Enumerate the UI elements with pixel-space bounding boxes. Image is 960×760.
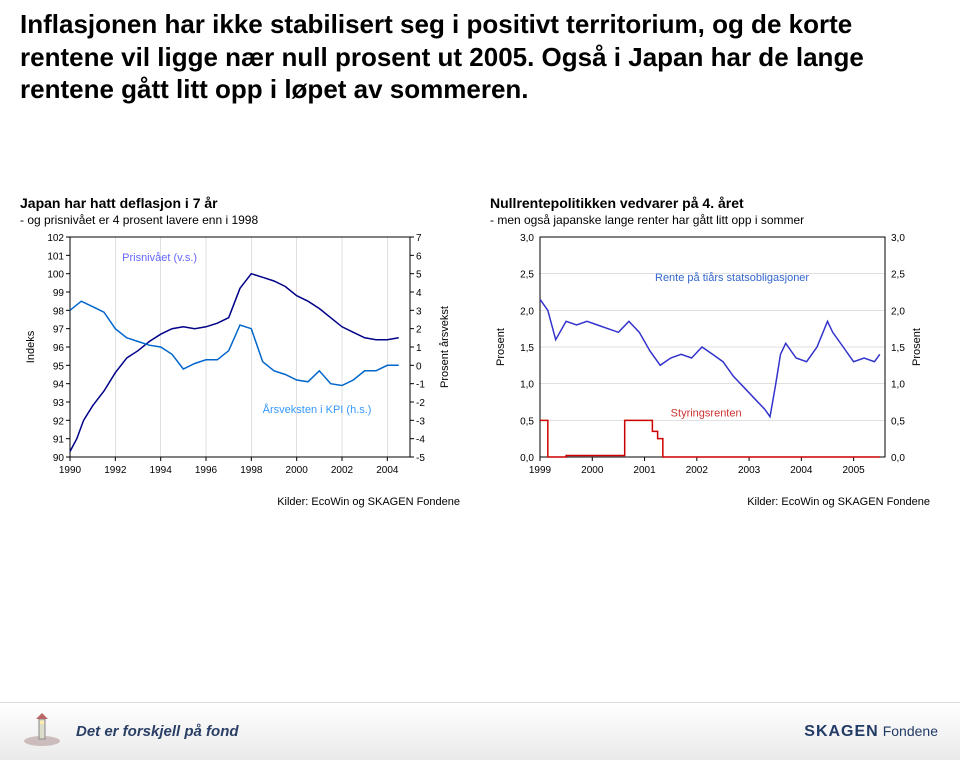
svg-text:2004: 2004: [790, 465, 813, 476]
svg-text:99: 99: [53, 288, 65, 299]
svg-text:1990: 1990: [59, 465, 82, 476]
svg-text:1: 1: [416, 343, 422, 354]
lighthouse-icon: [22, 711, 62, 752]
svg-text:2,5: 2,5: [891, 270, 905, 281]
svg-text:90: 90: [53, 453, 65, 464]
svg-text:2002: 2002: [331, 465, 354, 476]
svg-text:2,0: 2,0: [520, 306, 534, 317]
svg-text:-3: -3: [416, 416, 425, 427]
svg-text:2004: 2004: [376, 465, 399, 476]
svg-text:92: 92: [53, 416, 65, 427]
right-chart-svg: 0,0 0,0 0,5 0,5 1,0 1,0 1,5 1,5 2,0 2,0 2,5 2,5 3,0 3…: [490, 227, 930, 487]
svg-text:2,0: 2,0: [891, 306, 905, 317]
svg-text:102: 102: [47, 233, 64, 244]
svg-text:3,0: 3,0: [520, 233, 534, 244]
svg-text:Prosent årsvekst: Prosent årsvekst: [439, 306, 451, 388]
svg-text:2001: 2001: [633, 465, 656, 476]
footer-bar: Det er forskjell på fond SKAGEN Fondene: [0, 702, 960, 760]
svg-text:2005: 2005: [843, 465, 866, 476]
logo-sub: Fondene: [883, 723, 938, 739]
svg-text:3: 3: [416, 306, 422, 317]
svg-text:2,5: 2,5: [520, 270, 534, 281]
svg-text:97: 97: [53, 325, 65, 336]
svg-text:2003: 2003: [738, 465, 761, 476]
svg-text:-4: -4: [416, 435, 425, 446]
svg-text:2000: 2000: [286, 465, 309, 476]
svg-text:91: 91: [53, 435, 65, 446]
svg-text:100: 100: [47, 270, 64, 281]
svg-text:2000: 2000: [581, 465, 604, 476]
svg-text:0,0: 0,0: [891, 453, 905, 464]
left-chart-subtitle: - og prisnivået er 4 prosent lavere enn …: [20, 213, 460, 227]
svg-text:1,5: 1,5: [891, 343, 905, 354]
svg-text:Rente på tiårs statsobligasjon: Rente på tiårs statsobligasjoner: [655, 272, 809, 284]
page-title: Inflasjonen har ikke stabilisert seg i p…: [20, 8, 940, 106]
svg-text:1,5: 1,5: [520, 343, 534, 354]
right-chart-subtitle: - men også japanske lange renter har gåt…: [490, 213, 930, 227]
svg-text:1998: 1998: [240, 465, 263, 476]
svg-text:-1: -1: [416, 380, 425, 391]
left-chart-svg: 90 91 92 93 94 95 96 97 98 99 100 101 102 -5 -4 -3 -2 -1 0…: [20, 227, 460, 487]
left-chart-title: Japan har hatt deflasjon i 7 år: [20, 195, 460, 211]
svg-text:Styringsrenten: Styringsrenten: [671, 408, 742, 420]
svg-text:1992: 1992: [104, 465, 127, 476]
svg-text:Prosent: Prosent: [911, 328, 923, 366]
right-chart-title: Nullrentepolitikken vedvarer på 4. året: [490, 195, 930, 211]
svg-text:6: 6: [416, 251, 422, 262]
svg-text:0,0: 0,0: [520, 453, 534, 464]
svg-text:93: 93: [53, 398, 65, 409]
svg-text:Indeks: Indeks: [25, 330, 37, 363]
svg-text:5: 5: [416, 270, 422, 281]
svg-text:Prisnivået (v.s.): Prisnivået (v.s.): [122, 252, 197, 264]
svg-text:1,0: 1,0: [520, 380, 534, 391]
page: { "title": "Inflasjonen har ikke stabili…: [0, 0, 960, 760]
svg-text:0: 0: [416, 361, 422, 372]
svg-text:1,0: 1,0: [891, 380, 905, 391]
svg-text:7: 7: [416, 233, 422, 244]
svg-text:96: 96: [53, 343, 65, 354]
svg-text:-2: -2: [416, 398, 425, 409]
right-chart-source: Kilder: EcoWin og SKAGEN Fondene: [490, 496, 930, 508]
footer-logo: SKAGEN Fondene: [804, 723, 938, 741]
svg-text:2002: 2002: [686, 465, 709, 476]
svg-text:4: 4: [416, 288, 422, 299]
svg-text:0,5: 0,5: [891, 416, 905, 427]
svg-text:98: 98: [53, 306, 65, 317]
svg-text:0,5: 0,5: [520, 416, 534, 427]
svg-text:3,0: 3,0: [891, 233, 905, 244]
left-chart-source: Kilder: EcoWin og SKAGEN Fondene: [20, 496, 460, 508]
svg-text:94: 94: [53, 380, 65, 391]
svg-text:-5: -5: [416, 453, 425, 464]
svg-text:1994: 1994: [150, 465, 173, 476]
svg-text:Prosent: Prosent: [495, 328, 507, 366]
svg-text:Årsveksten i KPI (h.s.): Årsveksten i KPI (h.s.): [263, 403, 372, 416]
svg-text:1996: 1996: [195, 465, 218, 476]
right-chart-block: Nullrentepolitikken vedvarer på 4. året …: [490, 195, 930, 508]
svg-text:1999: 1999: [529, 465, 552, 476]
svg-text:2: 2: [416, 325, 422, 336]
svg-text:101: 101: [47, 251, 64, 262]
logo-main: SKAGEN: [804, 723, 878, 741]
svg-text:95: 95: [53, 361, 65, 372]
left-chart-block: Japan har hatt deflasjon i 7 år - og pri…: [20, 195, 460, 508]
footer-tagline: Det er forskjell på fond: [76, 723, 239, 740]
